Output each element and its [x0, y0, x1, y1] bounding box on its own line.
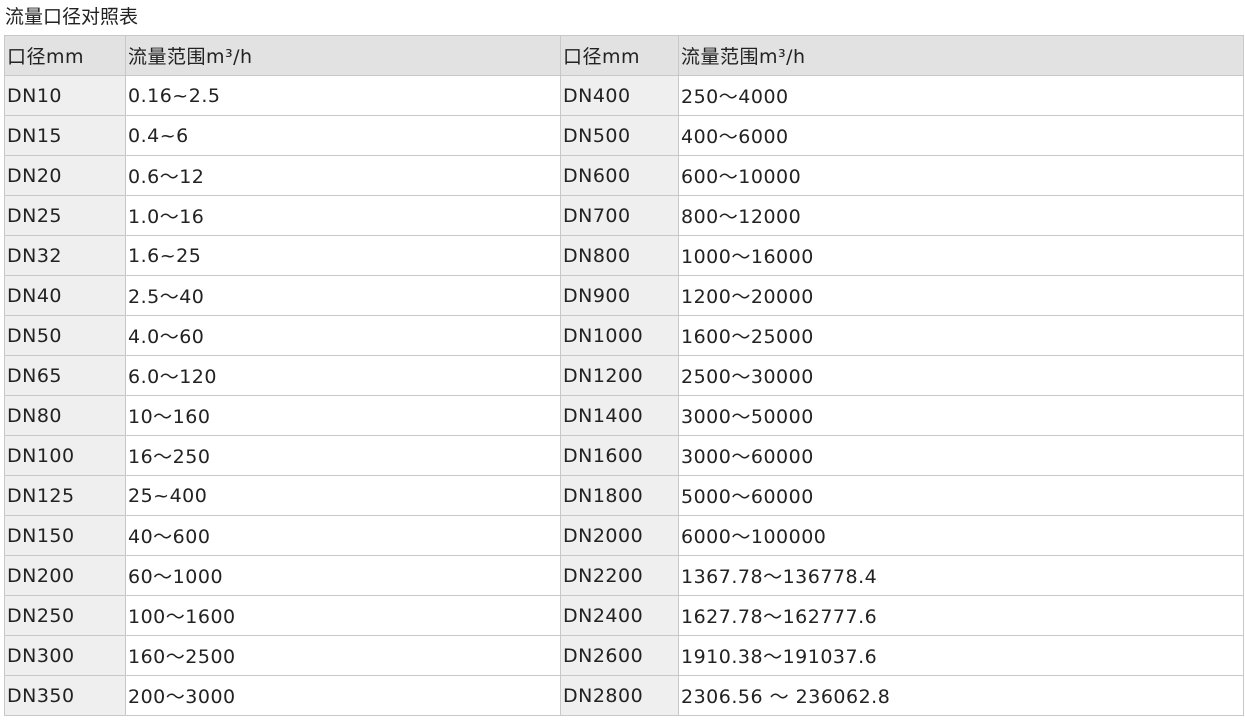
table-row: DN10 0.16~2.5 DN400 250～4000	[4, 75, 1244, 116]
table-row: DN15 0.4~6 DN500 400～6000	[4, 115, 1244, 156]
table-row: DN25 1.0～16 DN700 800～12000	[4, 195, 1244, 236]
flow-range-cell: 0.16~2.5	[125, 75, 561, 116]
flow-range-cell: 2.5～40	[125, 275, 561, 316]
flow-range-cell: 1600～25000	[678, 315, 1244, 356]
flow-range-cell: 6000～100000	[678, 515, 1244, 556]
flow-range-cell: 1.0～16	[125, 195, 561, 236]
diameter-cell: DN350	[4, 675, 126, 716]
flow-range-cell: 2306.56 ～ 236062.8	[678, 675, 1244, 716]
diameter-cell: DN65	[4, 355, 126, 396]
diameter-cell: DN100	[4, 435, 126, 476]
diameter-cell: DN20	[4, 155, 126, 196]
flow-range-cell: 600～10000	[678, 155, 1244, 196]
diameter-cell: DN500	[560, 115, 679, 156]
diameter-cell: DN400	[560, 75, 679, 116]
flow-range-cell: 5000～60000	[678, 475, 1244, 516]
table-row: DN50 4.0～60 DN1000 1600～25000	[4, 315, 1244, 356]
diameter-cell: DN1400	[560, 395, 679, 436]
diameter-cell: DN150	[4, 515, 126, 556]
flow-range-cell: 16～250	[125, 435, 561, 476]
table-row: DN200 60～1000 DN2200 1367.78～136778.4	[4, 555, 1244, 596]
page-title: 流量口径对照表	[5, 6, 139, 28]
table-row: DN350 200～3000 DN2800 2306.56 ～ 236062.8	[4, 675, 1244, 716]
table-row: DN300 160～2500 DN2600 1910.38～191037.6	[4, 635, 1244, 676]
diameter-cell: DN2600	[560, 635, 679, 676]
flow-range-cell: 1.6~25	[125, 235, 561, 276]
flow-range-cell: 1000～16000	[678, 235, 1244, 276]
diameter-cell: DN2200	[560, 555, 679, 596]
header-diameter: 口径mm	[560, 35, 679, 76]
flow-range-cell: 3000～50000	[678, 395, 1244, 436]
flow-diameter-table: 口径mm 流量范围m³/h 口径mm 流量范围m³/h DN10 0.16~2.5…	[4, 35, 1244, 716]
diameter-cell: DN200	[4, 555, 126, 596]
flow-range-cell: 0.4~6	[125, 115, 561, 156]
table-row: DN250 100～1600 DN2400 1627.78～162777.6	[4, 595, 1244, 636]
table-row: DN80 10～160 DN1400 3000～50000	[4, 395, 1244, 436]
diameter-cell: DN900	[560, 275, 679, 316]
diameter-cell: DN300	[4, 635, 126, 676]
flow-range-cell: 800～12000	[678, 195, 1244, 236]
flow-range-cell: 1910.38～191037.6	[678, 635, 1244, 676]
flow-range-cell: 100～1600	[125, 595, 561, 636]
diameter-cell: DN2400	[560, 595, 679, 636]
table-row: DN20 0.6～12 DN600 600～10000	[4, 155, 1244, 196]
flow-range-cell: 1200～20000	[678, 275, 1244, 316]
diameter-cell: DN25	[4, 195, 126, 236]
header-diameter: 口径mm	[4, 35, 126, 76]
header-flow-range: 流量范围m³/h	[125, 35, 561, 76]
diameter-cell: DN1600	[560, 435, 679, 476]
flow-range-cell: 1367.78～136778.4	[678, 555, 1244, 596]
flow-range-cell: 60～1000	[125, 555, 561, 596]
diameter-cell: DN1000	[560, 315, 679, 356]
flow-range-cell: 2500～30000	[678, 355, 1244, 396]
diameter-cell: DN50	[4, 315, 126, 356]
table-row: DN125 25~400 DN1800 5000～60000	[4, 475, 1244, 516]
diameter-cell: DN32	[4, 235, 126, 276]
diameter-cell: DN10	[4, 75, 126, 116]
diameter-cell: DN80	[4, 395, 126, 436]
diameter-cell: DN15	[4, 115, 126, 156]
flow-range-cell: 200～3000	[125, 675, 561, 716]
table-row: DN150 40～600 DN2000 6000～100000	[4, 515, 1244, 556]
flow-range-cell: 40～600	[125, 515, 561, 556]
diameter-cell: DN1800	[560, 475, 679, 516]
diameter-cell: DN800	[560, 235, 679, 276]
flow-range-cell: 250～4000	[678, 75, 1244, 116]
flow-range-cell: 1627.78～162777.6	[678, 595, 1244, 636]
flow-range-cell: 160～2500	[125, 635, 561, 676]
table-row: DN65 6.0～120 DN1200 2500～30000	[4, 355, 1244, 396]
flow-range-cell: 400～6000	[678, 115, 1244, 156]
table-row: DN100 16～250 DN1600 3000～60000	[4, 435, 1244, 476]
header-flow-range: 流量范围m³/h	[678, 35, 1244, 76]
diameter-cell: DN40	[4, 275, 126, 316]
table-row: DN32 1.6~25 DN800 1000～16000	[4, 235, 1244, 276]
flow-range-cell: 4.0～60	[125, 315, 561, 356]
diameter-cell: DN250	[4, 595, 126, 636]
flow-range-cell: 10～160	[125, 395, 561, 436]
diameter-cell: DN2000	[560, 515, 679, 556]
table-header-row: 口径mm 流量范围m³/h 口径mm 流量范围m³/h	[4, 35, 1244, 76]
diameter-cell: DN2800	[560, 675, 679, 716]
diameter-cell: DN700	[560, 195, 679, 236]
flow-range-cell: 25~400	[125, 475, 561, 516]
diameter-cell: DN1200	[560, 355, 679, 396]
diameter-cell: DN600	[560, 155, 679, 196]
flow-range-cell: 3000～60000	[678, 435, 1244, 476]
flow-range-cell: 0.6～12	[125, 155, 561, 196]
table-row: DN40 2.5～40 DN900 1200～20000	[4, 275, 1244, 316]
flow-range-cell: 6.0～120	[125, 355, 561, 396]
diameter-cell: DN125	[4, 475, 126, 516]
